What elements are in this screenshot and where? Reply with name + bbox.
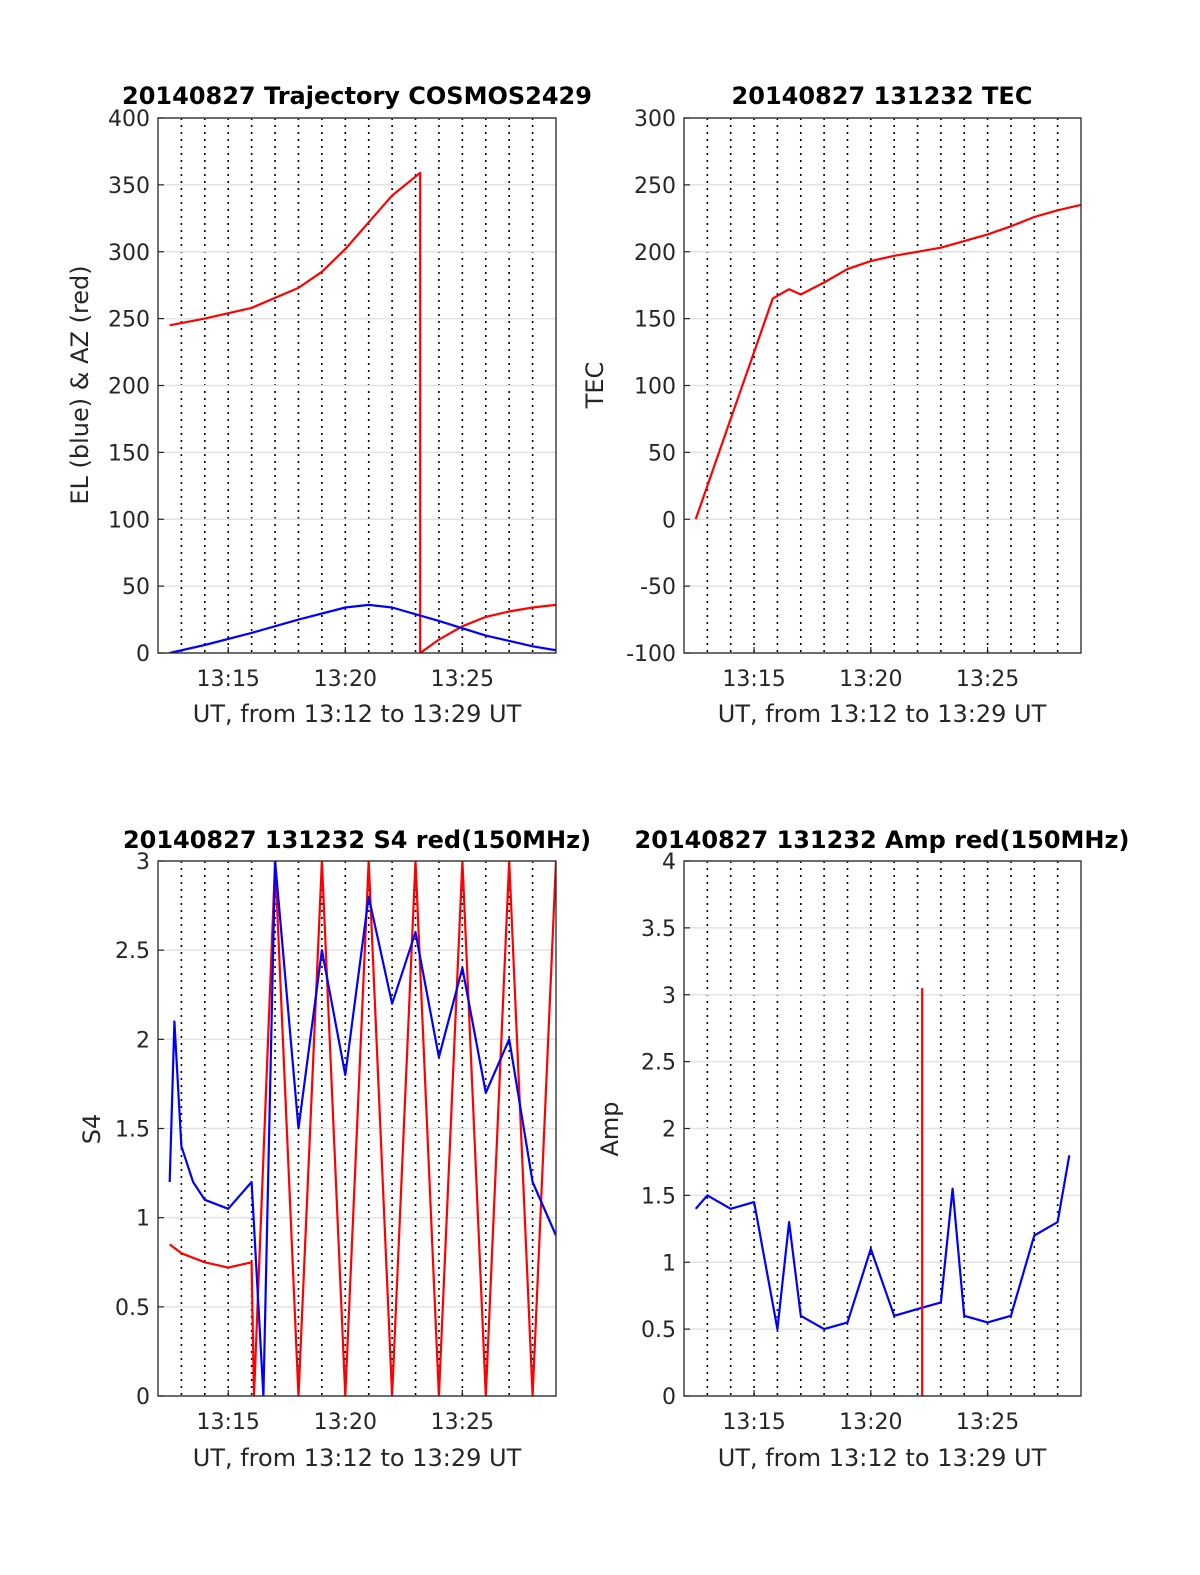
amp-y-tick-label: 4 [662, 850, 676, 875]
amp-y-tick-label: 2.5 [641, 1051, 676, 1076]
trajectory-y-tick-label: 150 [108, 441, 150, 466]
trajectory-y-tick-label: 50 [122, 575, 150, 600]
tec-axes-frame [683, 117, 1082, 654]
amp-y-tick-label: 0.5 [641, 1318, 676, 1343]
trajectory-y-tick-label: 200 [108, 375, 150, 400]
amp-y-tick-label: 3 [662, 984, 676, 1009]
tec-xlabel: UT, from 13:12 to 13:29 UT [718, 700, 1047, 728]
tec-y-tick-label: -100 [626, 642, 676, 667]
tec-x-tick-label: 13:25 [956, 667, 1019, 692]
trajectory-ylabel: EL (blue) & AZ (red) [66, 265, 94, 504]
trajectory-y-tick-label: 300 [108, 241, 150, 266]
trajectory-x-tick-label: 13:15 [197, 667, 260, 692]
trajectory-axes-frame [157, 117, 557, 654]
s4-xlabel: UT, from 13:12 to 13:29 UT [193, 1444, 522, 1472]
tec-y-tick-label: 150 [634, 308, 676, 333]
tec-y-tick-label: 50 [648, 441, 676, 466]
amp-panel: 20140827 131232 Amp red(150MHz) UT, from… [596, 826, 1129, 1472]
amp-y-tick-label: 1.5 [641, 1184, 676, 1209]
trajectory-x-tick-label: 13:20 [314, 667, 377, 692]
trajectory-y-tick-label: 100 [108, 508, 150, 533]
s4-axes-frame [157, 860, 557, 1397]
trajectory-y-tick-label: 0 [136, 642, 150, 667]
tec-y-tick-label: 300 [634, 107, 676, 132]
amp-y-tick-label: 0 [662, 1385, 676, 1410]
trajectory-y-tick-label: 250 [108, 308, 150, 333]
s4-y-tick-label: 0 [136, 1385, 150, 1410]
tec-title: 20140827 131232 TEC [732, 82, 1033, 110]
amp-series-group [694, 988, 1071, 1396]
s4-series-group [168, 861, 556, 1396]
s4-y-tick-label: 2 [136, 1028, 150, 1053]
s4-ylabel: S4 [78, 1114, 106, 1145]
s4-y-tick-label: 3 [136, 850, 150, 875]
amp-axes-frame [683, 860, 1082, 1397]
amp-ylabel: Amp [596, 1101, 624, 1156]
s4-x-tick-label: 13:15 [197, 1410, 260, 1435]
tec-x-tick-label: 13:15 [722, 667, 785, 692]
amp-y-tick-label: 1 [662, 1251, 676, 1276]
s4-x-tick-label: 13:20 [314, 1410, 377, 1435]
amp-y-tick-label: 2 [662, 1118, 676, 1143]
amp-title: 20140827 131232 Amp red(150MHz) [635, 826, 1130, 854]
tec-panel: 20140827 131232 TEC UT, from 13:12 to 13… [581, 82, 1082, 728]
trajectory-series-line-1 [169, 603, 556, 653]
s4-y-tick-label: 1.5 [115, 1118, 150, 1143]
trajectory-y-tick-label: 400 [108, 107, 150, 132]
trajectory-title: 20140827 Trajectory COSMOS2429 [122, 82, 592, 110]
tec-series-line-0 [694, 203, 1081, 520]
s4-y-tick-label: 1 [136, 1207, 150, 1232]
amp-x-tick-label: 13:25 [956, 1410, 1019, 1435]
amp-series-line-0 [694, 1155, 1071, 1331]
s4-panel: 20140827 131232 S4 red(150MHz) UT, from … [78, 826, 591, 1472]
trajectory-panel: 20140827 Trajectory COSMOS2429 UT, from … [66, 82, 592, 728]
trajectory-series-line-0 [169, 171, 556, 653]
trajectory-series-group [169, 171, 556, 653]
amp-xlabel: UT, from 13:12 to 13:29 UT [718, 1444, 1047, 1472]
trajectory-y-tick-label: 350 [108, 174, 150, 199]
amp-x-tick-label: 13:15 [722, 1410, 785, 1435]
s4-series-line-0 [169, 861, 556, 1396]
tec-y-tick-label: 100 [634, 375, 676, 400]
trajectory-xlabel: UT, from 13:12 to 13:29 UT [193, 700, 522, 728]
s4-title: 20140827 131232 S4 red(150MHz) [123, 826, 591, 854]
s4-y-tick-label: 2.5 [115, 939, 150, 964]
s4-series-line-1 [168, 861, 556, 1396]
s4-y-tick-label: 0.5 [115, 1296, 150, 1321]
amp-x-tick-label: 13:20 [839, 1410, 902, 1435]
tec-x-tick-label: 13:20 [839, 667, 902, 692]
s4-x-tick-label: 13:25 [431, 1410, 494, 1435]
amp-y-tick-label: 3.5 [641, 917, 676, 942]
tec-series-group [694, 203, 1081, 520]
tec-y-tick-label: -50 [640, 575, 676, 600]
tec-y-tick-label: 200 [634, 241, 676, 266]
tec-ylabel: TEC [581, 362, 609, 410]
tec-y-tick-label: 250 [634, 174, 676, 199]
tec-y-tick-label: 0 [662, 508, 676, 533]
trajectory-x-tick-label: 13:25 [431, 667, 494, 692]
